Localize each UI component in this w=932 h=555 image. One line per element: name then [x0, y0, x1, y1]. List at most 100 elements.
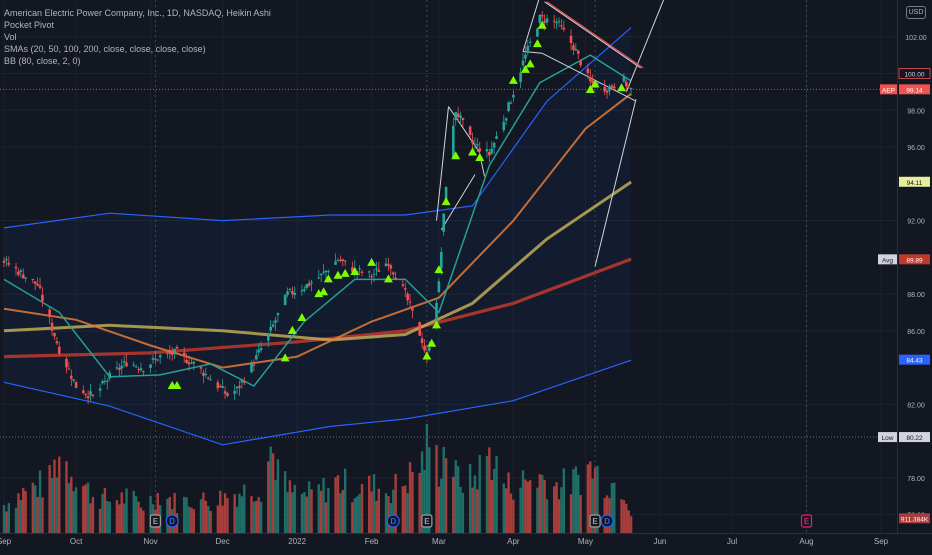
- y-tick-label: 96.00: [907, 145, 925, 152]
- legend-pocket-pivot[interactable]: Pocket Pivot: [4, 20, 55, 30]
- volume-bar: [166, 498, 169, 533]
- candle-body: [588, 76, 592, 82]
- candle-body: [192, 361, 196, 364]
- legend-smas[interactable]: SMAs (20, 50, 100, 200, close, close, cl…: [4, 44, 206, 54]
- volume-bar: [324, 502, 328, 533]
- volume-bar: [468, 463, 472, 533]
- pocket-pivot-marker: [532, 39, 542, 48]
- dividend-marker[interactable]: D: [600, 514, 614, 528]
- earnings-marker[interactable]: E: [421, 514, 433, 528]
- candle-body: [509, 102, 513, 104]
- volume-bar: [341, 489, 344, 533]
- volume-bar: [317, 484, 320, 533]
- volume-bar: [240, 496, 244, 533]
- candle-body: [307, 283, 311, 286]
- volume-bar: [36, 496, 39, 533]
- x-tick-label: Nov: [143, 537, 157, 546]
- volume-bar: [250, 496, 253, 533]
- volume-bar: [593, 467, 597, 533]
- volume-bar: [233, 494, 236, 533]
- volume-bar: [74, 487, 78, 533]
- legend-bb[interactable]: BB (80, close, 2, 0): [4, 56, 81, 66]
- earnings-marker[interactable]: E: [800, 514, 813, 528]
- candle-body: [158, 355, 162, 358]
- volume-bar: [569, 494, 573, 533]
- candle-body: [254, 355, 258, 360]
- volume-bar: [286, 492, 289, 533]
- x-axis[interactable]: Sep Oct Nov Dec 2022 Feb Mar Apr May Jun Jul Aug Sep: [0, 537, 889, 546]
- candle-body: [572, 45, 575, 50]
- volume-bar: [545, 499, 549, 533]
- volume-bar: [418, 472, 421, 533]
- sma20-line: [3, 54, 632, 387]
- volume-bar: [252, 501, 256, 533]
- earnings-marker[interactable]: E: [149, 514, 161, 528]
- candle-body: [387, 264, 390, 266]
- event-marker-label: E: [592, 517, 598, 526]
- candle-body: [305, 284, 309, 288]
- volume-bar: [577, 474, 580, 533]
- candle-body: [175, 346, 179, 349]
- candle-body: [101, 381, 104, 384]
- pocket-pivot-marker: [431, 320, 441, 329]
- legend-volume[interactable]: Vol: [4, 32, 17, 42]
- currency-button[interactable]: USD: [906, 6, 926, 19]
- price-label: 80.22 Low: [878, 432, 930, 443]
- candle-body: [36, 283, 39, 286]
- candle-body: [2, 260, 6, 263]
- x-tick-label: Apr: [507, 537, 520, 546]
- candle-body: [519, 72, 522, 83]
- volume-bar: [610, 483, 614, 533]
- pocket-pivot-marker: [350, 267, 360, 276]
- candle-body: [242, 381, 246, 383]
- event-marker-label: D: [390, 517, 396, 526]
- volume-bar: [589, 461, 592, 533]
- earnings-marker[interactable]: E: [589, 514, 601, 528]
- volume-bar: [343, 468, 347, 533]
- volume-bar: [372, 474, 376, 533]
- volume-bar: [269, 446, 272, 533]
- candle-body: [560, 25, 563, 27]
- candle-body: [300, 290, 304, 292]
- dividend-marker[interactable]: D: [165, 514, 179, 528]
- volume-bar: [334, 477, 337, 533]
- pocket-pivot-marker: [340, 268, 350, 277]
- candle-body: [401, 284, 405, 286]
- candle-body: [324, 270, 328, 273]
- volume-bar: [613, 482, 616, 533]
- volume-bar: [192, 509, 196, 533]
- volume-bar: [103, 487, 107, 533]
- candle-body: [151, 358, 155, 360]
- candle-body: [84, 393, 87, 395]
- y-tick-label: 92.00: [907, 219, 925, 226]
- candle-body: [528, 41, 532, 43]
- volume-bar: [108, 501, 111, 533]
- pocket-pivot-marker: [468, 147, 478, 156]
- candle-body: [375, 268, 378, 270]
- candle-body: [24, 277, 27, 279]
- candle-body: [610, 85, 614, 88]
- volume-bar: [401, 486, 405, 533]
- candle-body: [403, 288, 407, 290]
- legend-title[interactable]: American Electric Power Company, Inc., 1…: [4, 8, 271, 18]
- candle-body: [339, 259, 342, 261]
- candle-body: [423, 345, 426, 351]
- candle-body: [543, 20, 546, 23]
- pocket-pivot-marker: [520, 64, 530, 73]
- volume-bar: [149, 495, 152, 533]
- dividend-marker[interactable]: D: [386, 514, 400, 528]
- volume-bar: [183, 496, 186, 533]
- trendline: [435, 106, 450, 221]
- y-axis[interactable]: 102.00 100.00 98.00 96.00 92.00 88.00 86.00 82.…: [905, 35, 927, 520]
- pocket-pivot-marker: [508, 75, 518, 84]
- candle-body: [235, 386, 239, 389]
- candle-body: [490, 148, 494, 154]
- candle-body: [360, 271, 364, 273]
- candle-body: [53, 333, 56, 337]
- pocket-pivot-marker: [441, 197, 451, 206]
- volume-bar: [461, 492, 465, 533]
- candle-body: [5, 259, 8, 261]
